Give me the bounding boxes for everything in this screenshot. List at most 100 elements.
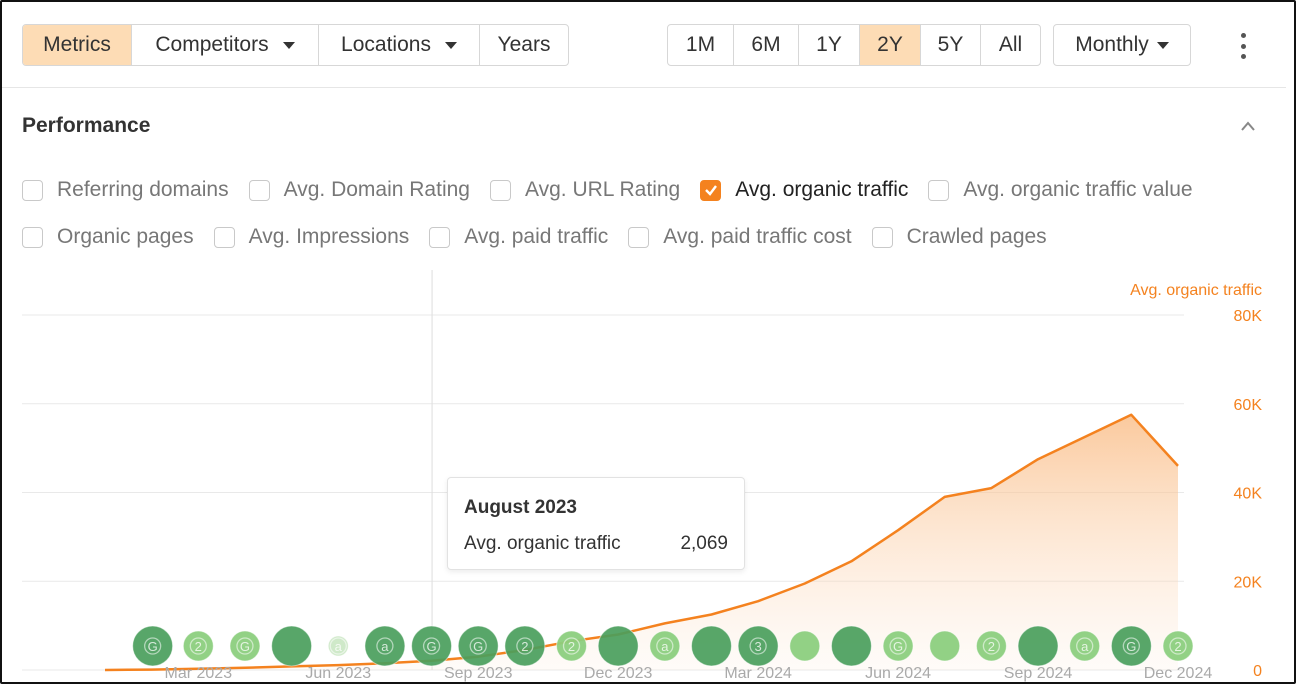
- metric-referring-domains[interactable]: Referring domains: [22, 178, 229, 202]
- range-1m[interactable]: 1M: [668, 25, 734, 65]
- checkbox[interactable]: [248, 179, 270, 201]
- range-selector: 1M 6M 1Y 2Y 5Y All: [667, 24, 1041, 66]
- more-options-icon[interactable]: [1240, 33, 1246, 59]
- metric-avg-domain-rating[interactable]: Avg. Domain Rating: [248, 178, 470, 202]
- annotation-marker[interactable]: G: [882, 630, 914, 662]
- checkbox[interactable]: [871, 226, 893, 248]
- range-5y[interactable]: 5Y: [921, 25, 981, 65]
- tab-years[interactable]: Years: [480, 25, 568, 65]
- annotation-marker[interactable]: [830, 625, 872, 667]
- x-tick-label: Dec 2024: [1144, 665, 1213, 682]
- x-tick-label: Mar 2024: [724, 665, 792, 682]
- checkbox[interactable]: [489, 179, 511, 201]
- metric-avg-organic-traffic-value[interactable]: Avg. organic traffic value: [928, 178, 1193, 202]
- interval-button[interactable]: Monthly: [1054, 25, 1190, 65]
- y-tick-label: 80K: [1234, 308, 1263, 325]
- annotation-marker[interactable]: G: [457, 625, 499, 667]
- annotation-label: 2: [1174, 639, 1181, 654]
- annotation-marker[interactable]: 2: [182, 630, 214, 662]
- annotation-label: G: [148, 639, 158, 654]
- annotation-marker[interactable]: a: [327, 635, 349, 657]
- metric-organic-pages[interactable]: Organic pages: [22, 225, 194, 249]
- checkbox[interactable]: [429, 226, 451, 248]
- tab-locations[interactable]: Locations: [319, 25, 480, 65]
- metric-label: Avg. Impressions: [248, 225, 410, 248]
- metric-avg-paid-traffic[interactable]: Avg. paid traffic: [429, 225, 608, 249]
- y-tick-label: 20K: [1234, 574, 1263, 591]
- metric-avg-impressions[interactable]: Avg. Impressions: [213, 225, 410, 249]
- section-title: Performance: [22, 114, 151, 137]
- tab-competitors[interactable]: Competitors: [132, 25, 319, 65]
- annotation-marker[interactable]: a: [1069, 630, 1101, 662]
- tab-years-label: Years: [497, 33, 551, 56]
- metrics-row-1: Referring domains Avg. Domain Rating Avg…: [22, 178, 1213, 202]
- range-2y-label: 2Y: [877, 33, 903, 56]
- annotation-marker[interactable]: G: [229, 630, 261, 662]
- metric-label: Avg. paid traffic cost: [663, 225, 852, 248]
- annotation-marker[interactable]: 2: [556, 630, 588, 662]
- tooltip-metric-name: Avg. organic traffic: [464, 533, 621, 554]
- annotation-marker[interactable]: 2: [1162, 630, 1194, 662]
- annotation-label: a: [661, 639, 669, 654]
- range-1m-label: 1M: [685, 33, 716, 56]
- checkbox-checked[interactable]: [700, 179, 722, 201]
- checkbox[interactable]: [213, 226, 235, 248]
- chevron-up-icon[interactable]: [1240, 118, 1256, 134]
- range-6m-label: 6M: [751, 33, 781, 56]
- chevron-down-icon: [444, 41, 457, 49]
- range-1y[interactable]: 1Y: [799, 25, 860, 65]
- interval-dropdown[interactable]: Monthly: [1053, 24, 1191, 66]
- annotation-marker[interactable]: G: [132, 625, 174, 667]
- view-tabs: Metrics Competitors Locations Years: [22, 24, 569, 66]
- annotation-marker[interactable]: [690, 625, 732, 667]
- metric-crawled-pages[interactable]: Crawled pages: [871, 225, 1047, 249]
- annotation-marker[interactable]: [789, 630, 821, 662]
- annotation-marker[interactable]: [271, 625, 313, 667]
- annotation-marker[interactable]: a: [364, 625, 406, 667]
- range-2y[interactable]: 2Y: [860, 25, 921, 65]
- range-all-label: All: [998, 33, 1023, 56]
- annotation-marker[interactable]: [597, 625, 639, 667]
- annotation-marker[interactable]: [929, 630, 961, 662]
- checkbox[interactable]: [928, 179, 950, 201]
- range-all[interactable]: All: [981, 25, 1040, 65]
- metric-label: Referring domains: [57, 178, 229, 201]
- annotation-label: a: [1081, 639, 1089, 654]
- x-tick-label: Dec 2023: [584, 665, 653, 682]
- checkbox[interactable]: [22, 179, 43, 201]
- metric-avg-url-rating[interactable]: Avg. URL Rating: [489, 178, 680, 202]
- traffic-area: [105, 414, 1178, 670]
- y-axis-title: Avg. organic traffic: [1130, 282, 1262, 299]
- traffic-line: [104, 413, 1179, 672]
- y-tick-label: 60K: [1234, 397, 1263, 414]
- metric-avg-organic-traffic[interactable]: Avg. organic traffic: [700, 178, 908, 202]
- annotation-marker[interactable]: 2: [975, 630, 1007, 662]
- annotation-label: a: [335, 639, 343, 654]
- tab-metrics[interactable]: Metrics: [23, 25, 132, 65]
- interval-label: Monthly: [1075, 33, 1149, 56]
- metric-label: Avg. organic traffic value: [963, 178, 1193, 201]
- annotation-marker[interactable]: [1017, 625, 1059, 667]
- annotation-label: G: [893, 639, 903, 654]
- y-tick-label: 40K: [1234, 486, 1263, 503]
- annotation-label: G: [240, 639, 250, 654]
- x-tick-label: Jun 2023: [305, 665, 371, 682]
- annotation-marker[interactable]: 3: [737, 625, 779, 667]
- annotation-label: 2: [568, 639, 575, 654]
- annotation-marker[interactable]: G: [1110, 625, 1152, 667]
- metric-avg-paid-traffic-cost[interactable]: Avg. paid traffic cost: [628, 225, 852, 249]
- range-6m[interactable]: 6M: [734, 25, 799, 65]
- checkbox[interactable]: [22, 226, 43, 248]
- checkbox[interactable]: [628, 226, 650, 248]
- divider: [2, 87, 1286, 88]
- annotation-label: 2: [521, 639, 528, 654]
- chevron-down-icon: [282, 41, 295, 49]
- metric-label: Avg. paid traffic: [464, 225, 609, 248]
- annotation-marker[interactable]: a: [649, 630, 681, 662]
- tab-metrics-label: Metrics: [43, 33, 111, 56]
- annotation-label: 3: [755, 639, 762, 654]
- annotation-marker[interactable]: G: [411, 625, 453, 667]
- annotation-marker[interactable]: 2: [504, 625, 546, 667]
